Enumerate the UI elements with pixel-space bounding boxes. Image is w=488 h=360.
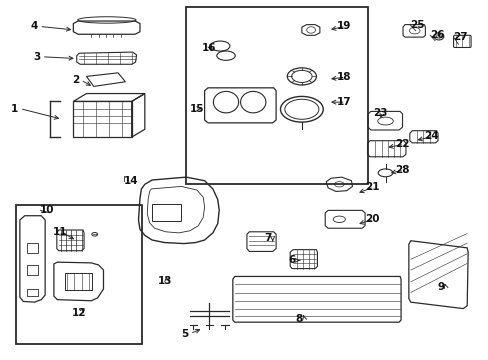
Text: 15: 15	[190, 104, 204, 113]
Text: 25: 25	[409, 19, 424, 30]
Text: 21: 21	[365, 182, 379, 192]
Text: 26: 26	[429, 30, 444, 40]
Text: 12: 12	[72, 308, 86, 318]
Text: 22: 22	[394, 139, 409, 149]
Text: 8: 8	[295, 314, 302, 324]
Text: 4: 4	[30, 21, 38, 31]
Bar	[16, 205, 142, 344]
Text: 1: 1	[11, 104, 19, 113]
Bar	[65, 273, 91, 291]
Bar	[152, 204, 181, 221]
Text: 28: 28	[394, 165, 409, 175]
Bar	[186, 7, 368, 184]
Text: 5: 5	[181, 329, 188, 339]
Text: 7: 7	[264, 233, 271, 243]
Text: 10: 10	[40, 205, 55, 215]
Text: 19: 19	[336, 21, 350, 31]
Bar	[27, 265, 38, 275]
Text: 11: 11	[52, 227, 67, 237]
Text: 24: 24	[424, 131, 438, 141]
Text: 17: 17	[336, 97, 351, 107]
Text: 3: 3	[33, 52, 40, 62]
Text: 13: 13	[158, 276, 172, 286]
Text: 6: 6	[287, 255, 295, 265]
Text: 27: 27	[453, 32, 467, 42]
Bar	[27, 289, 38, 296]
Text: 16: 16	[201, 43, 216, 53]
Bar	[27, 243, 38, 253]
Text: 23: 23	[372, 108, 387, 118]
Text: 2: 2	[72, 75, 79, 85]
Text: 20: 20	[365, 214, 379, 224]
Text: 18: 18	[336, 72, 351, 82]
Text: 14: 14	[123, 176, 138, 186]
Text: 9: 9	[436, 282, 443, 292]
